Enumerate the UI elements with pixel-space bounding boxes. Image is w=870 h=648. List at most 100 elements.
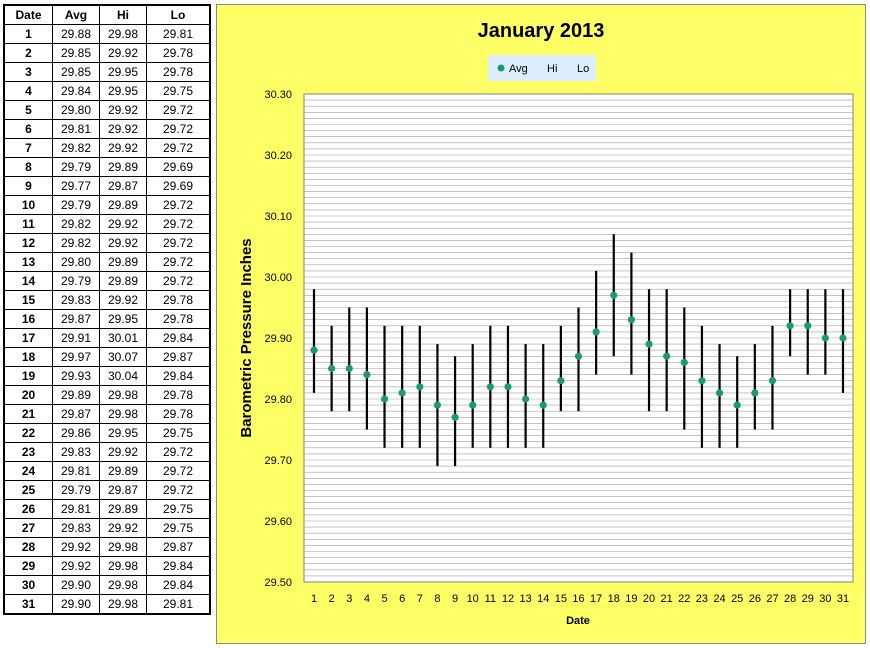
avg-point <box>451 413 459 421</box>
x-tick-label: 8 <box>434 593 440 605</box>
cell-date: 5 <box>3 100 53 120</box>
x-tick-label: 29 <box>802 593 814 605</box>
y-tick-label: 30.20 <box>264 150 292 162</box>
cell-hi: 29.98 <box>99 537 147 557</box>
avg-point <box>804 322 812 330</box>
x-tick-label: 15 <box>555 593 567 605</box>
avg-point <box>610 291 618 299</box>
avg-point <box>768 377 777 385</box>
table-row: 6 29.81 29.92 29.72 <box>3 119 211 139</box>
y-tick-labels: 30.30 30.20 30.10 30.00 29.90 29.80 29.70 29.60… <box>264 89 292 589</box>
y-axis-label: Barometric Pressure Inches <box>238 238 255 437</box>
cell-hi: 29.92 <box>99 119 147 139</box>
y-tick-label: 29.50 <box>264 577 292 589</box>
cell-hi: 29.89 <box>99 499 147 519</box>
y-tick-label: 29.80 <box>264 394 292 406</box>
cell-avg: 29.89 <box>52 385 100 405</box>
cell-avg: 29.97 <box>52 347 100 367</box>
table-row: 25 29.79 29.87 29.72 <box>3 480 211 500</box>
avg-point <box>627 316 635 324</box>
avg-point <box>786 322 794 330</box>
table-row: 8 29.79 29.89 29.69 <box>3 157 211 177</box>
avg-point <box>433 401 442 409</box>
table-row: 27 29.83 29.92 29.75 <box>3 518 211 538</box>
x-tick-label: 20 <box>643 593 655 605</box>
avg-point <box>698 377 706 385</box>
cell-date: 12 <box>3 233 53 253</box>
cell-date: 29 <box>3 556 53 576</box>
cell-avg: 29.81 <box>52 499 100 519</box>
table-row: 13 29.80 29.89 29.72 <box>3 252 211 272</box>
cell-hi: 29.95 <box>99 62 147 82</box>
cell-avg: 29.82 <box>52 138 100 158</box>
cell-hi: 29.95 <box>99 423 147 443</box>
cell-lo: 29.72 <box>146 233 211 253</box>
cell-date: 25 <box>3 480 53 500</box>
cell-lo: 29.75 <box>146 81 211 101</box>
cell-hi: 29.98 <box>99 385 147 405</box>
avg-point <box>733 401 741 409</box>
legend-avg-label: Avg <box>509 63 528 75</box>
cell-date: 21 <box>3 404 53 424</box>
cell-date: 3 <box>3 62 53 82</box>
cell-lo: 29.72 <box>146 100 211 120</box>
table-row: 28 29.92 29.98 29.87 <box>3 537 211 557</box>
cell-date: 31 <box>3 594 53 615</box>
cell-lo: 29.72 <box>146 138 211 158</box>
cell-lo: 29.87 <box>146 537 211 557</box>
avg-point <box>345 364 353 373</box>
cell-hi: 29.98 <box>99 404 147 424</box>
cell-avg: 29.92 <box>52 556 100 576</box>
cell-hi: 29.92 <box>99 442 147 462</box>
chart-title: January 2013 <box>478 20 605 42</box>
cell-lo: 29.72 <box>146 195 211 215</box>
table-header-row: Date Avg Hi Lo <box>3 4 211 25</box>
cell-lo: 29.78 <box>146 385 211 405</box>
y-tick-label: 29.90 <box>264 333 292 345</box>
table-row: 10 29.79 29.89 29.72 <box>3 195 211 215</box>
table-row: 1 29.88 29.98 29.81 <box>3 24 211 44</box>
x-tick-label: 19 <box>625 593 637 605</box>
avg-point <box>821 334 829 342</box>
x-tick-label: 2 <box>329 593 335 605</box>
chart-panel: January 2013 Avg Hi Lo 30.30 30.20 30.10 30… <box>216 4 866 644</box>
x-tick-label: 26 <box>749 593 761 605</box>
cell-lo: 29.81 <box>146 24 211 44</box>
cell-lo: 29.72 <box>146 461 211 481</box>
cell-date: 10 <box>3 195 53 215</box>
cell-date: 18 <box>3 347 53 367</box>
cell-avg: 29.87 <box>52 309 100 329</box>
table-row: 18 29.97 30.07 29.87 <box>3 347 211 367</box>
cell-avg: 29.83 <box>52 442 100 462</box>
cell-hi: 29.89 <box>99 461 147 481</box>
cell-avg: 29.83 <box>52 518 100 538</box>
y-tick-label: 29.70 <box>264 455 292 467</box>
cell-avg: 29.90 <box>52 594 100 615</box>
cell-avg: 29.88 <box>52 24 100 44</box>
cell-avg: 29.87 <box>52 404 100 424</box>
cell-lo: 29.84 <box>146 328 211 348</box>
cell-avg: 29.79 <box>52 271 100 291</box>
y-tick-label: 30.00 <box>264 272 292 284</box>
cell-date: 4 <box>3 81 53 101</box>
cell-avg: 29.91 <box>52 328 100 348</box>
cell-hi: 29.92 <box>99 214 147 234</box>
x-tick-label: 12 <box>502 593 514 605</box>
table-row: 21 29.87 29.98 29.78 <box>3 404 211 424</box>
header-hi: Hi <box>99 4 147 25</box>
x-tick-label: 22 <box>678 593 690 605</box>
table-row: 11 29.82 29.92 29.72 <box>3 214 211 234</box>
cell-hi: 29.89 <box>99 157 147 177</box>
cell-avg: 29.85 <box>52 43 100 63</box>
cell-hi: 30.07 <box>99 347 147 367</box>
cell-avg: 29.81 <box>52 119 100 139</box>
cell-date: 8 <box>3 157 53 177</box>
cell-date: 2 <box>3 43 53 63</box>
table-row: 4 29.84 29.95 29.75 <box>3 81 211 101</box>
x-tick-label: 30 <box>819 593 831 605</box>
x-tick-label: 21 <box>661 593 673 605</box>
cell-hi: 29.87 <box>99 480 147 500</box>
cell-lo: 29.75 <box>146 423 211 443</box>
table-row: 24 29.81 29.89 29.72 <box>3 461 211 481</box>
cell-avg: 29.77 <box>52 176 100 196</box>
